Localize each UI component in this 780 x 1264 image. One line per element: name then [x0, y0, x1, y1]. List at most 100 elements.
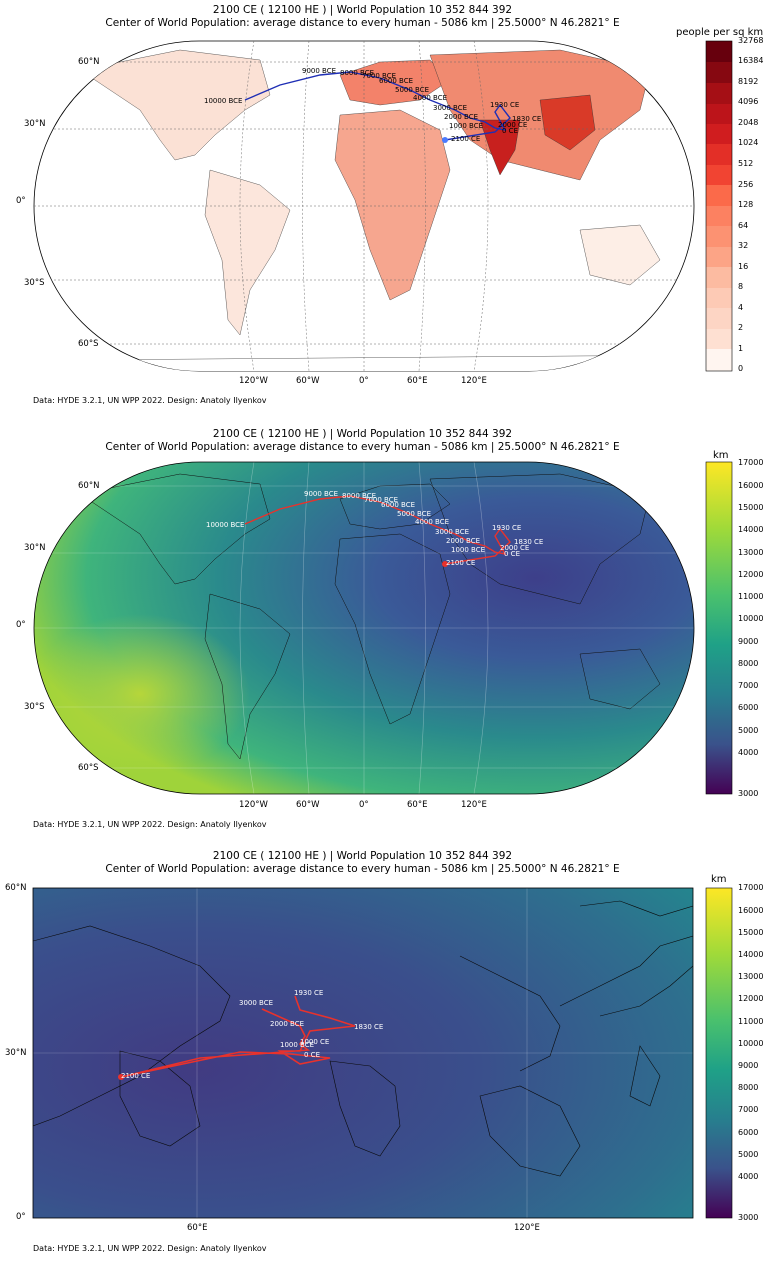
- australia: [579, 224, 661, 286]
- distance-world-map: 10000 BCE 9000 BCE 8000 BCE 7000 BCE 600…: [33, 461, 733, 795]
- lon-label: 60°W: [296, 376, 320, 386]
- title-line-2: Center of World Population: average dist…: [105, 441, 620, 453]
- label-9000-bce: 9000 BCE: [302, 67, 336, 75]
- cb-tick: 4000: [738, 748, 759, 757]
- india: [479, 119, 521, 176]
- colorbar-title: km: [711, 874, 727, 885]
- map-frame: [32, 887, 694, 1219]
- cb-tick: 8000: [738, 1083, 759, 1092]
- label-1930-ce: 1930 CE: [492, 524, 521, 532]
- label-1000-bce: 1000 BCE: [449, 122, 483, 130]
- lon-label: 60°E: [187, 1223, 208, 1233]
- label-7000-bce: 7000 BCE: [364, 496, 398, 504]
- label-2000-bce: 2000 BCE: [270, 1020, 304, 1028]
- label-1000-bce: 1000 BCE: [280, 1041, 314, 1049]
- cb-tick: 17000: [738, 458, 764, 467]
- cb-tick: 12000: [738, 570, 764, 579]
- center-marker: [442, 561, 448, 567]
- lon-label: 0°: [359, 376, 369, 386]
- cb-tick: 32: [738, 241, 749, 250]
- cb-tick: 16: [738, 262, 749, 271]
- cb-tick: 512: [738, 159, 754, 168]
- label-0-ce: 0 CE: [304, 1051, 320, 1059]
- cb-tick: 5000: [738, 1150, 759, 1159]
- lon-label: 120°E: [461, 376, 487, 386]
- lon-label: 60°E: [407, 800, 428, 810]
- label-2100-ce: 2100 CE: [446, 559, 475, 567]
- path-labels: 1930 CE 3000 BCE 2000 BCE 1830 CE 1000 B…: [121, 989, 383, 1080]
- label-1000-bce: 1000 BCE: [451, 546, 485, 554]
- cb-tick: 2: [738, 323, 744, 332]
- lat-label: 30°N: [24, 543, 46, 553]
- cb-tick: 32768: [738, 36, 764, 45]
- lon-label: 120°E: [514, 1223, 540, 1233]
- lat-label: 30°S: [24, 278, 45, 288]
- label-2100-ce: 2100 CE: [121, 1072, 150, 1080]
- distance-zoom-panel: 2100 CE ( 12100 HE ) | World Population …: [0, 846, 780, 1264]
- distance-zoom-map: 1930 CE 3000 BCE 2000 BCE 1830 CE 1000 B…: [32, 887, 733, 1219]
- cb-tick: 11000: [738, 1017, 764, 1026]
- label-4000-bce: 4000 BCE: [415, 518, 449, 526]
- label-3000-bce: 3000 BCE: [239, 999, 273, 1007]
- cb-tick: 14000: [738, 525, 764, 534]
- lon-label: 60°E: [407, 376, 428, 386]
- cb-tick: 8000: [738, 659, 759, 668]
- label-10000-bce: 10000 BCE: [206, 521, 244, 529]
- label-9000-bce: 9000 BCE: [304, 490, 338, 498]
- north-america: [79, 49, 271, 161]
- label-2000-ce: 2000 CE: [498, 121, 527, 129]
- label-5000-bce: 5000 BCE: [395, 86, 429, 94]
- cb-tick: 4096: [738, 97, 759, 106]
- label-2000-bce: 2000 BCE: [446, 537, 480, 545]
- lat-label: 0°: [16, 620, 26, 630]
- label-0-ce: 0 CE: [502, 127, 518, 135]
- cb-tick: 13000: [738, 972, 764, 981]
- title-line-2: Center of World Population: average dist…: [105, 863, 620, 875]
- cb-tick: 14000: [738, 950, 764, 959]
- lon-label: 120°W: [239, 800, 268, 810]
- title-line-1: 2100 CE ( 12100 HE ) | World Population …: [212, 850, 513, 862]
- colorbar-title: km: [713, 450, 729, 461]
- cb-tick: 17000: [738, 883, 764, 892]
- cb-tick: 15000: [738, 928, 764, 937]
- cb-tick: 0: [738, 364, 744, 373]
- cb-tick: 6000: [738, 703, 759, 712]
- label-1830-ce: 1830 CE: [514, 538, 543, 546]
- map-title: 2100 CE ( 12100 HE ) | World Population …: [0, 4, 725, 30]
- colorbar-title: people per sq km: [676, 27, 764, 38]
- east-asia: [539, 94, 596, 151]
- label-3000-bce: 3000 BCE: [433, 104, 467, 112]
- lat-label: 30°N: [5, 1048, 27, 1058]
- label-7000-bce: 7000 BCE: [362, 72, 396, 80]
- cb-tick: 8: [738, 282, 744, 291]
- cb-tick: 12000: [738, 994, 764, 1003]
- lat-label: 60°N: [78, 57, 100, 67]
- cb-tick: 1: [738, 344, 744, 353]
- cb-tick: 7000: [738, 681, 759, 690]
- density-colorbar: [705, 40, 733, 372]
- label-2000-ce: 2000 CE: [500, 544, 529, 552]
- label-6000-bce: 6000 BCE: [381, 501, 415, 509]
- label-8000-bce: 8000 BCE: [340, 69, 374, 77]
- lat-label: 30°N: [24, 119, 46, 129]
- cb-tick: 6000: [738, 1128, 759, 1137]
- title-line-2: Center of World Population: average dist…: [105, 17, 620, 29]
- cb-tick: 9000: [738, 1061, 759, 1070]
- cb-tick: 1024: [738, 138, 759, 147]
- cb-tick: 4: [738, 303, 744, 312]
- label-2000-bce: 2000 BCE: [444, 113, 478, 121]
- cb-tick: 7000: [738, 1105, 759, 1114]
- map-frame: [33, 461, 695, 795]
- label-4000-bce: 4000 BCE: [413, 94, 447, 102]
- label-1830-ce: 1830 CE: [354, 1023, 383, 1031]
- density-world-map: 10000 BCE 9000 BCE 8000 BCE 7000 BCE 600…: [33, 40, 733, 372]
- lon-label: 0°: [359, 800, 369, 810]
- cb-tick: 16000: [738, 906, 764, 915]
- distance-colorbar: [705, 461, 733, 795]
- lat-label: 60°N: [78, 481, 100, 491]
- cb-tick: 16000: [738, 481, 764, 490]
- cb-tick: 10000: [738, 1039, 764, 1048]
- data-credit: Data: HYDE 3.2.1, UN WPP 2022. Design: A…: [33, 396, 267, 405]
- cb-tick: 2048: [738, 118, 759, 127]
- lat-label: 60°N: [5, 883, 27, 893]
